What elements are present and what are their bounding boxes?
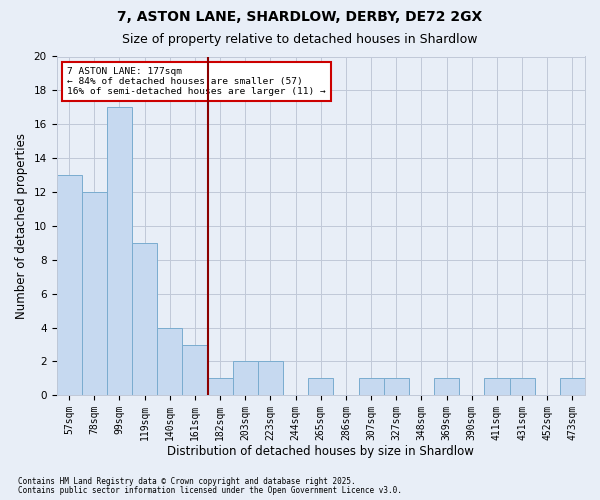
Y-axis label: Number of detached properties: Number of detached properties: [15, 133, 28, 319]
Text: Contains public sector information licensed under the Open Government Licence v3: Contains public sector information licen…: [18, 486, 402, 495]
Bar: [258, 362, 283, 396]
Bar: [208, 378, 233, 396]
Bar: [308, 378, 334, 396]
Bar: [56, 175, 82, 396]
Bar: [157, 328, 182, 396]
Bar: [132, 243, 157, 396]
Bar: [182, 344, 208, 396]
Bar: [434, 378, 459, 396]
Bar: [509, 378, 535, 396]
Bar: [383, 378, 409, 396]
Text: Contains HM Land Registry data © Crown copyright and database right 2025.: Contains HM Land Registry data © Crown c…: [18, 477, 356, 486]
X-axis label: Distribution of detached houses by size in Shardlow: Distribution of detached houses by size …: [167, 444, 474, 458]
Bar: [560, 378, 585, 396]
Bar: [82, 192, 107, 396]
Text: 7 ASTON LANE: 177sqm
← 84% of detached houses are smaller (57)
16% of semi-detac: 7 ASTON LANE: 177sqm ← 84% of detached h…: [67, 66, 326, 96]
Text: Size of property relative to detached houses in Shardlow: Size of property relative to detached ho…: [122, 32, 478, 46]
Bar: [107, 108, 132, 396]
Bar: [233, 362, 258, 396]
Bar: [484, 378, 509, 396]
Text: 7, ASTON LANE, SHARDLOW, DERBY, DE72 2GX: 7, ASTON LANE, SHARDLOW, DERBY, DE72 2GX: [118, 10, 482, 24]
Bar: [359, 378, 383, 396]
